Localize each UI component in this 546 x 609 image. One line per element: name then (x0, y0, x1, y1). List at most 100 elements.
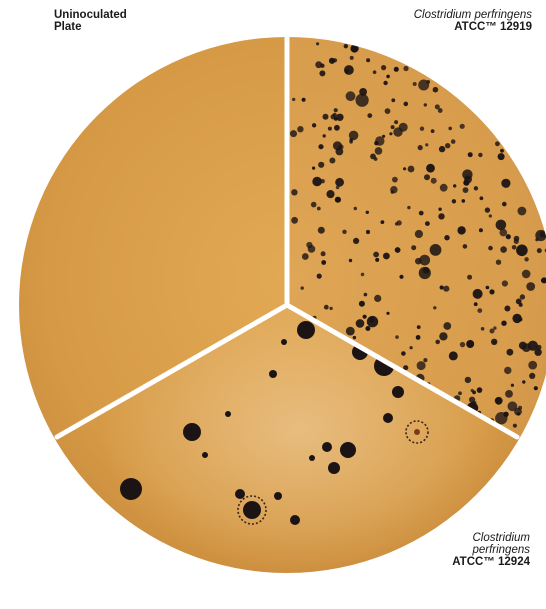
colony (477, 387, 483, 393)
colony (366, 211, 369, 214)
label-12924-organism-line1: Clostridium (452, 532, 530, 544)
colony (414, 429, 420, 435)
colony (297, 321, 315, 339)
colony (435, 104, 440, 109)
colony (321, 251, 326, 256)
colony (526, 282, 535, 291)
colony (423, 267, 430, 274)
colony (312, 123, 316, 127)
colony (493, 341, 496, 344)
colony (349, 140, 353, 144)
colony (440, 285, 444, 289)
colony (399, 275, 403, 279)
colony (381, 220, 385, 224)
colony (504, 367, 511, 374)
colony (522, 380, 525, 383)
colony (418, 145, 423, 150)
colony (356, 319, 365, 328)
colony (489, 289, 494, 294)
colony (411, 245, 416, 250)
colony (321, 260, 326, 265)
colony (309, 455, 315, 461)
colony (292, 98, 295, 101)
colony (443, 322, 451, 330)
colony (311, 202, 317, 208)
colony (297, 126, 303, 132)
colony (417, 325, 421, 329)
colony (524, 257, 528, 261)
colony (424, 174, 430, 180)
colony (416, 335, 421, 340)
colony (386, 312, 389, 315)
colony (493, 326, 496, 329)
colony (433, 306, 436, 309)
colony (334, 108, 338, 112)
colony (473, 289, 483, 299)
colony (477, 308, 482, 313)
colony (342, 230, 346, 234)
label-12924-code: ATCC™ 12924 (452, 556, 530, 568)
colony (383, 253, 390, 260)
colony (534, 386, 538, 390)
colony (375, 136, 384, 145)
colony (291, 189, 297, 195)
colony (431, 178, 437, 184)
colony (444, 235, 449, 240)
colony (373, 252, 379, 258)
colony (535, 230, 546, 241)
colony (522, 270, 531, 279)
colony (346, 91, 356, 101)
colony (460, 342, 465, 347)
colony (503, 412, 508, 417)
colony (361, 273, 365, 277)
colony (386, 75, 390, 79)
colony (498, 153, 505, 160)
colony (485, 207, 490, 212)
colony (317, 274, 322, 279)
colony (439, 146, 445, 152)
colony (302, 98, 306, 102)
colony (479, 228, 483, 232)
colony (391, 98, 395, 102)
colony (315, 61, 322, 68)
colony (505, 390, 513, 398)
colony (419, 255, 430, 266)
colony (391, 190, 394, 193)
colony (333, 58, 337, 62)
colony (514, 239, 519, 244)
colony (410, 346, 413, 349)
colony (474, 302, 478, 306)
colony (353, 238, 359, 244)
colony (488, 246, 493, 251)
colony (467, 275, 472, 280)
colony (326, 190, 334, 198)
colony (426, 80, 430, 84)
colony (375, 258, 379, 262)
colony (471, 389, 474, 392)
colony (451, 139, 456, 144)
colony (392, 386, 404, 398)
colony (318, 227, 325, 234)
colony (438, 208, 441, 211)
colony (367, 113, 372, 118)
colony (366, 58, 370, 62)
colony (301, 286, 304, 289)
colony (373, 70, 377, 74)
colony (340, 442, 356, 458)
colony (375, 147, 383, 155)
colony (381, 65, 386, 70)
colony (336, 186, 340, 190)
colony (323, 114, 329, 120)
colony (501, 179, 510, 188)
colony (334, 125, 340, 131)
colony (312, 177, 322, 187)
colony (424, 103, 427, 106)
colony (354, 207, 357, 210)
colony (449, 351, 458, 360)
colony (312, 167, 315, 170)
colony (394, 67, 399, 72)
colony (516, 245, 528, 257)
colony (367, 316, 378, 327)
colony (431, 129, 435, 133)
